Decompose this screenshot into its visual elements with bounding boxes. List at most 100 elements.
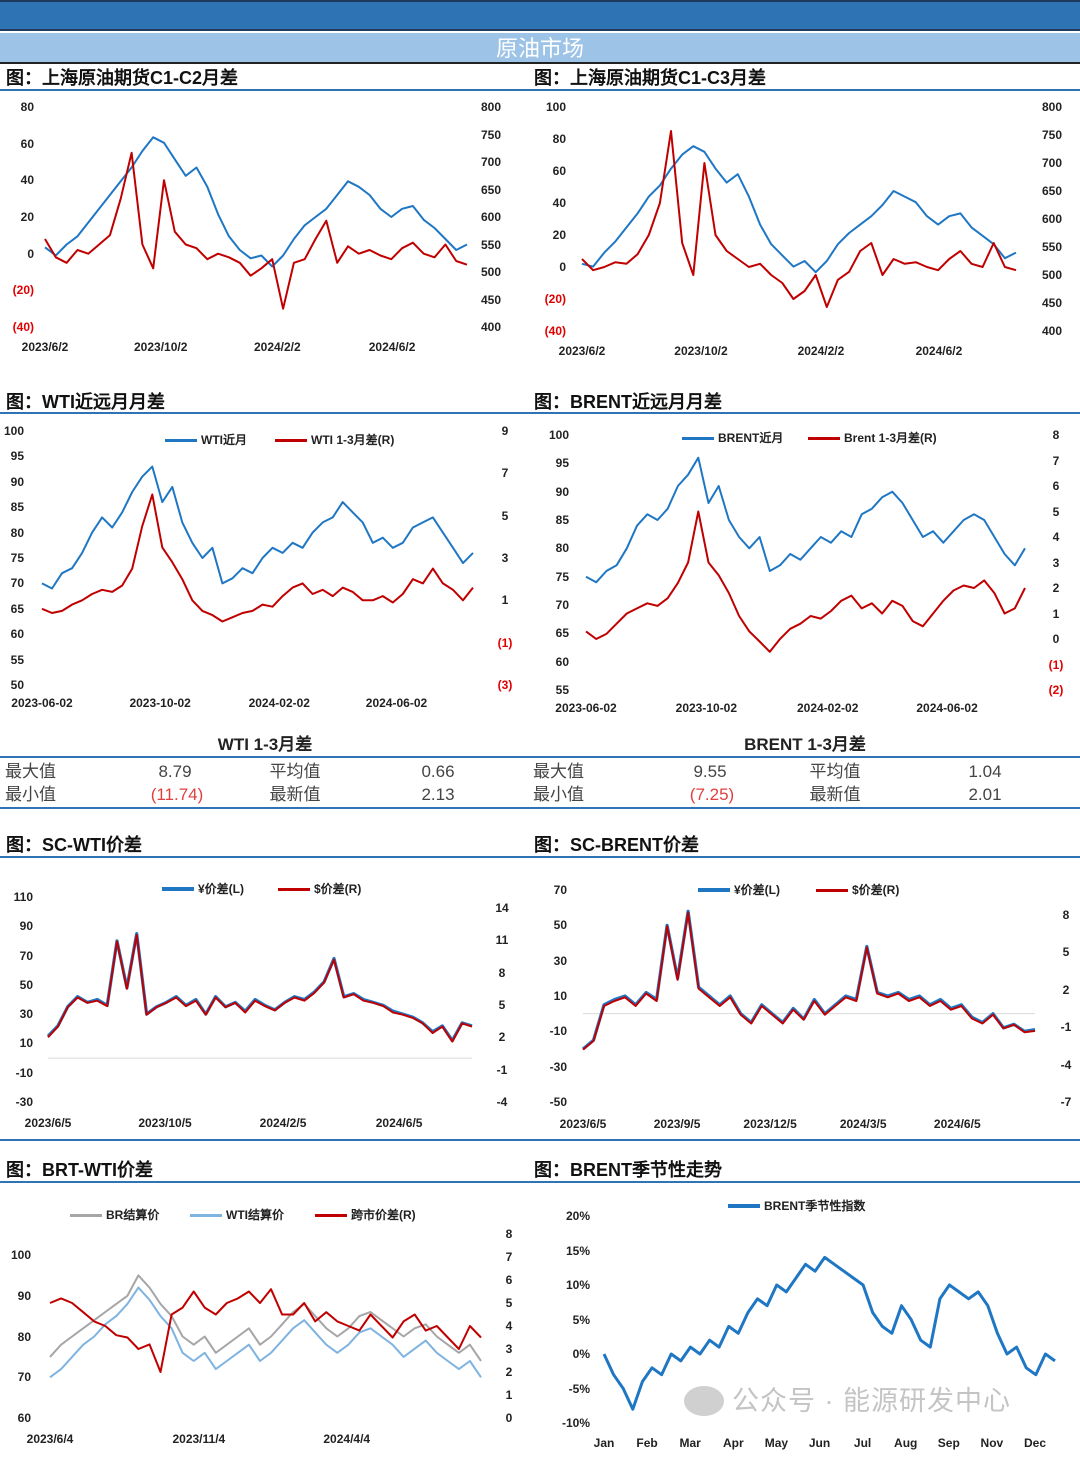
legend-label: ¥价差(L) (198, 882, 244, 896)
legend-item: Brent 1-3月差(R) (808, 431, 937, 445)
legend-swatch (165, 438, 197, 442)
legend-swatch (816, 888, 848, 892)
series-line-1-1 (581, 130, 1017, 308)
stat-value: 1.04 (968, 762, 1002, 781)
series-line-3-0 (585, 456, 1026, 584)
legend-swatch (808, 436, 840, 440)
x-axis-tick: Apr (722, 1436, 744, 1450)
right-axis-tick: 2 (505, 1365, 513, 1379)
left-axis-tick: 20 (552, 228, 566, 242)
right-axis-tick: (1) (1048, 657, 1064, 672)
left-axis-tick: 90 (19, 919, 33, 934)
left-axis-tick: 80 (20, 100, 34, 114)
stat-value: 0.66 (421, 762, 455, 781)
section-title-brt-wti: 图：BRT-WTI价差 (6, 1160, 153, 1180)
right-axis-tick: 400 (1041, 324, 1063, 338)
legend-label: Brent 1-3月差(R) (844, 431, 937, 445)
right-axis-tick: -1 (1060, 1020, 1072, 1035)
right-axis-tick: 600 (480, 210, 502, 224)
right-axis-tick: 750 (1041, 128, 1063, 142)
right-axis-tick: -4 (496, 1095, 508, 1109)
legend-swatch (275, 438, 307, 442)
right-axis-tick: 1 (505, 1388, 513, 1402)
left-axis-tick: 65 (555, 626, 569, 641)
left-axis-tick: 15% (565, 1243, 590, 1258)
legend-item: WTI近月 (165, 433, 247, 447)
divider (0, 856, 1080, 858)
legend-item: BR结算价 (70, 1208, 159, 1222)
stat-value: 2.01 (968, 785, 1002, 804)
legend-item: ¥价差(L) (698, 883, 780, 897)
x-axis-tick: 2024/4/4 (323, 1432, 371, 1446)
stat-value: (7.25) (689, 785, 735, 804)
legend-label: BRENT季节性指数 (764, 1199, 866, 1213)
right-axis-tick: 7 (501, 466, 509, 481)
left-axis-tick: 85 (10, 500, 24, 515)
right-axis-tick: 2 (498, 1030, 506, 1045)
right-axis-tick: 700 (1041, 156, 1063, 170)
left-axis-tick: 0 (27, 246, 34, 261)
legend-swatch (682, 436, 714, 440)
left-axis-tick: 95 (555, 456, 569, 471)
right-axis-tick: -1 (496, 1062, 508, 1077)
left-axis-tick: -5% (568, 1381, 590, 1396)
x-axis-tick: Jul (853, 1436, 872, 1450)
left-axis-tick: 30 (553, 953, 567, 968)
right-axis-tick: 3 (1052, 555, 1060, 570)
x-axis-tick: 2023/11/4 (172, 1432, 226, 1446)
stat-label: 最大值 (5, 762, 56, 781)
left-axis-tick: 10% (565, 1278, 590, 1292)
left-axis-tick: 90 (10, 474, 24, 489)
series-line-0-0 (44, 136, 468, 268)
series-line-2-1 (41, 493, 474, 623)
right-axis-tick: 750 (480, 127, 502, 142)
left-axis-tick: 10 (553, 989, 567, 1003)
section-title-c1c3: 图：上海原油期货C1-C3月差 (534, 68, 767, 88)
left-axis-tick: 80 (555, 541, 569, 556)
divider (0, 807, 1080, 809)
left-axis-tick: -10% (561, 1416, 590, 1430)
legend-item: $价差(R) (278, 882, 361, 896)
right-axis-tick: 5 (505, 1296, 513, 1310)
right-axis-tick: -4 (1060, 1057, 1072, 1072)
series-line-7-0 (602, 1255, 1056, 1411)
stat-label: 平均值 (809, 762, 861, 781)
legend-swatch (728, 1204, 760, 1208)
left-axis-tick: 0 (559, 260, 566, 274)
series-line-0-1 (44, 151, 468, 310)
x-axis-tick: Feb (636, 1436, 658, 1450)
right-axis-tick: 5 (498, 998, 506, 1012)
left-axis-tick: (40) (12, 320, 34, 334)
series-line-1-0 (581, 145, 1017, 274)
left-axis-tick: 55 (10, 652, 24, 667)
left-axis-tick: 70 (10, 576, 24, 591)
left-axis-tick: 20 (20, 210, 34, 224)
x-axis-tick: 2023/6/5 (24, 1116, 72, 1130)
left-axis-tick: 70 (553, 883, 567, 897)
right-axis-tick: 4 (1052, 530, 1060, 544)
x-axis-tick: 2024/6/5 (375, 1116, 423, 1130)
left-axis-tick: -10 (15, 1065, 33, 1080)
x-axis-tick: 2023/6/2 (558, 344, 606, 358)
left-axis-tick: 80 (10, 525, 24, 540)
divider (0, 89, 1080, 91)
left-axis-tick: (20) (544, 292, 566, 306)
series-line-6-1 (49, 1286, 482, 1379)
legend-label: ¥价差(L) (734, 883, 780, 897)
series-line-2-0 (41, 465, 474, 590)
x-axis-tick: 2024-06-02 (916, 701, 978, 715)
legend-swatch (190, 1213, 222, 1217)
right-axis-tick: 6 (1052, 479, 1060, 493)
right-axis-tick: 550 (1041, 240, 1063, 254)
right-axis-tick: 8 (1052, 428, 1060, 442)
stat-label: 最新值 (269, 785, 321, 804)
left-axis-tick: 60 (20, 136, 34, 151)
top-banner (0, 0, 1080, 31)
stat-label: 平均值 (269, 762, 321, 781)
left-axis-tick: 60 (555, 654, 569, 669)
right-axis-tick: 700 (480, 155, 502, 169)
x-axis-tick: 2023/9/5 (653, 1117, 701, 1131)
x-axis-tick: 2024/6/2 (915, 344, 963, 358)
left-axis-tick: 65 (10, 601, 24, 616)
